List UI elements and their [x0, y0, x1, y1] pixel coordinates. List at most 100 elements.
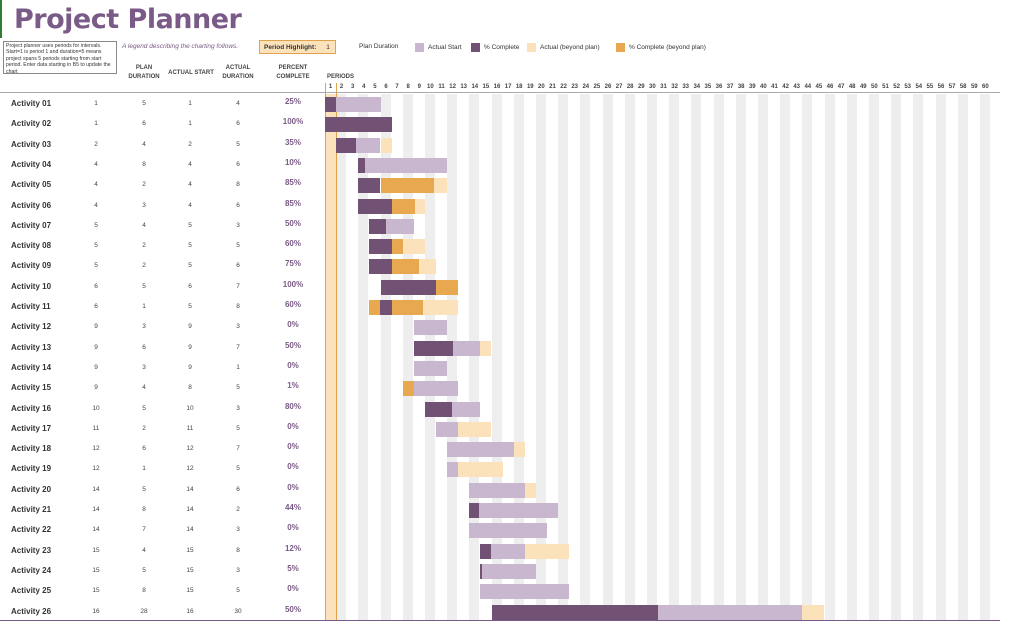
actual-start-cell[interactable]: 8 [188, 384, 192, 392]
plan-start-cell[interactable]: 6 [94, 282, 98, 290]
activity-row[interactable]: Activity 10 6 5 6 7 100% [0, 277, 1000, 297]
plan-duration-cell[interactable]: 5 [142, 100, 146, 107]
plan-start-cell[interactable]: 4 [94, 181, 98, 189]
activity-row[interactable]: Activity 07 5 4 5 3 50% [0, 216, 1000, 236]
percent-complete-cell[interactable]: 50% [284, 604, 301, 614]
activity-name[interactable]: Activity 20 [11, 484, 52, 494]
actual-start-cell[interactable]: 14 [186, 485, 194, 493]
percent-complete-cell[interactable]: 0% [287, 360, 299, 370]
percent-complete-cell[interactable]: 85% [284, 178, 301, 188]
actual-duration-cell[interactable]: 4 [236, 100, 240, 107]
plan-start-cell[interactable]: 9 [94, 323, 98, 331]
plan-start-cell[interactable]: 5 [94, 221, 98, 229]
activity-name[interactable]: Activity 07 [11, 220, 52, 230]
actual-start-cell[interactable]: 12 [186, 465, 194, 473]
actual-start-cell[interactable]: 4 [188, 181, 192, 189]
actual-start-cell[interactable]: 6 [188, 282, 192, 290]
activity-row[interactable]: Activity 02 1 6 1 6 100% [0, 114, 1000, 134]
percent-complete-cell[interactable]: 5% [287, 563, 299, 573]
actual-duration-cell[interactable]: 2 [236, 506, 240, 513]
plan-start-cell[interactable]: 15 [92, 546, 100, 554]
percent-complete-cell[interactable]: 12% [284, 543, 301, 553]
actual-duration-cell[interactable]: 7 [236, 282, 240, 290]
activity-name[interactable]: Activity 08 [11, 241, 52, 251]
actual-duration-cell[interactable]: 5 [236, 465, 240, 473]
plan-start-cell[interactable]: 9 [94, 384, 98, 392]
activity-name[interactable]: Activity 01 [11, 99, 52, 108]
plan-duration-cell[interactable]: 4 [142, 384, 146, 392]
activity-name[interactable]: Activity 17 [11, 423, 52, 433]
activity-row[interactable]: Activity 13 9 6 9 7 50% [0, 338, 1000, 358]
plan-start-cell[interactable]: 6 [94, 303, 98, 310]
actual-duration-cell[interactable]: 8 [236, 181, 240, 189]
plan-start-cell[interactable]: 15 [92, 587, 100, 595]
activity-row[interactable]: Activity 03 2 4 2 5 35% [0, 135, 1000, 155]
activity-row[interactable]: Activity 06 4 3 4 6 85% [0, 196, 1000, 216]
plan-duration-cell[interactable]: 4 [142, 140, 146, 148]
activity-row[interactable]: Activity 09 5 2 5 6 75% [0, 256, 1000, 276]
plan-start-cell[interactable]: 1 [94, 120, 98, 128]
plan-duration-cell[interactable]: 4 [142, 546, 146, 554]
percent-complete-cell[interactable]: 60% [284, 300, 301, 309]
activity-name[interactable]: Activity 15 [11, 383, 52, 393]
plan-duration-cell[interactable]: 4 [142, 221, 146, 229]
percent-complete-cell[interactable]: 44% [284, 503, 301, 512]
actual-start-cell[interactable]: 11 [186, 424, 194, 432]
activity-row[interactable]: Activity 26 16 28 16 30 50% [0, 602, 1000, 622]
activity-row[interactable]: Activity 15 9 4 8 5 1% [0, 378, 1000, 398]
actual-start-cell[interactable]: 1 [188, 120, 192, 128]
plan-start-cell[interactable]: 10 [92, 404, 100, 412]
activity-name[interactable]: Activity 26 [11, 606, 52, 616]
plan-start-cell[interactable]: 12 [92, 445, 100, 453]
percent-complete-cell[interactable]: 0% [287, 523, 299, 533]
plan-duration-cell[interactable]: 7 [142, 526, 146, 534]
plan-duration-cell[interactable]: 3 [142, 201, 146, 209]
plan-start-cell[interactable]: 2 [94, 140, 98, 148]
actual-duration-cell[interactable]: 3 [236, 221, 240, 229]
plan-duration-cell[interactable]: 2 [142, 424, 146, 432]
plan-duration-cell[interactable]: 8 [142, 506, 146, 513]
actual-start-cell[interactable]: 15 [186, 587, 194, 595]
actual-duration-cell[interactable]: 3 [236, 566, 240, 574]
activity-row[interactable]: Activity 11 6 1 5 8 60% [0, 297, 1000, 317]
activity-row[interactable]: Activity 24 15 5 15 3 5% [0, 561, 1000, 581]
activity-name[interactable]: Activity 22 [11, 525, 52, 535]
percent-complete-cell[interactable]: 1% [287, 381, 299, 391]
percent-complete-cell[interactable]: 0% [287, 421, 299, 431]
plan-start-cell[interactable]: 9 [94, 363, 98, 371]
plan-start-cell[interactable]: 14 [92, 506, 100, 513]
plan-start-cell[interactable]: 12 [92, 465, 100, 473]
activity-name[interactable]: Activity 09 [11, 261, 52, 271]
activity-row[interactable]: Activity 20 14 5 14 6 0% [0, 480, 1000, 500]
activity-row[interactable]: Activity 19 12 1 12 5 0% [0, 459, 1000, 479]
plan-start-cell[interactable]: 11 [92, 424, 100, 432]
actual-start-cell[interactable]: 14 [186, 526, 194, 534]
activity-row[interactable]: Activity 05 4 2 4 8 85% [0, 175, 1000, 195]
plan-duration-cell[interactable]: 8 [142, 160, 146, 168]
plan-duration-cell[interactable]: 5 [142, 282, 146, 290]
actual-duration-cell[interactable]: 5 [236, 242, 240, 250]
plan-duration-cell[interactable]: 5 [142, 566, 146, 574]
activity-name[interactable]: Activity 13 [11, 342, 52, 352]
activity-row[interactable]: Activity 16 10 5 10 3 80% [0, 399, 1000, 419]
actual-duration-cell[interactable]: 5 [236, 424, 240, 432]
plan-start-cell[interactable]: 1 [94, 100, 98, 107]
plan-duration-cell[interactable]: 5 [142, 404, 146, 412]
plan-start-cell[interactable]: 9 [94, 343, 98, 351]
plan-start-cell[interactable]: 4 [94, 160, 98, 168]
actual-duration-cell[interactable]: 8 [236, 546, 240, 554]
activity-name[interactable]: Activity 23 [11, 545, 52, 555]
activity-name[interactable]: Activity 04 [11, 159, 52, 169]
activity-row[interactable]: Activity 25 15 8 15 5 0% [0, 581, 1000, 601]
actual-duration-cell[interactable]: 6 [236, 485, 240, 493]
percent-complete-cell[interactable]: 0% [287, 462, 299, 472]
plan-duration-cell[interactable]: 28 [140, 607, 148, 615]
period-highlight-value[interactable]: 1 [326, 43, 330, 51]
actual-duration-cell[interactable]: 6 [236, 262, 240, 270]
activity-name[interactable]: Activity 25 [11, 586, 52, 596]
activity-row[interactable]: Activity 01 1 5 1 4 25% [0, 94, 1000, 114]
actual-start-cell[interactable]: 5 [188, 221, 192, 229]
percent-complete-cell[interactable]: 25% [284, 97, 301, 106]
percent-complete-cell[interactable]: 0% [287, 320, 299, 330]
plan-duration-cell[interactable]: 2 [142, 181, 146, 189]
